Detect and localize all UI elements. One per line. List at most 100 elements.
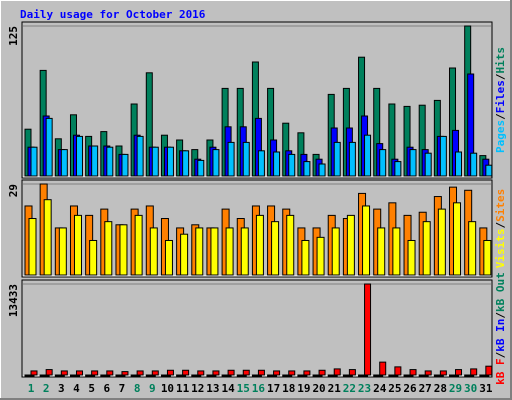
bar [182, 369, 190, 376]
bar [316, 236, 325, 276]
x-tick-label: 7 [119, 382, 126, 395]
y-tick-label: 13433 [7, 284, 20, 317]
panel-frame [21, 279, 493, 378]
bar [288, 370, 296, 376]
bar [303, 370, 311, 376]
bar [424, 152, 432, 177]
x-tick-label: 19 [297, 382, 310, 395]
bar [288, 153, 296, 177]
bar [212, 370, 220, 376]
bar [227, 369, 235, 376]
x-tick-label: 11 [176, 382, 190, 395]
bar [121, 371, 129, 376]
legend: Pages/Files/Hits [494, 47, 507, 153]
bar [45, 369, 53, 376]
y-tick-label: 29 [7, 184, 20, 197]
bar [75, 135, 83, 177]
bar [166, 146, 174, 177]
bar [242, 141, 250, 177]
bar [439, 370, 447, 376]
legend-entry: kB Out [494, 272, 507, 312]
bar [104, 221, 113, 276]
x-tick-label: 1 [28, 382, 35, 395]
bar [439, 135, 447, 177]
bar [75, 370, 83, 376]
x-tick-label: 14 [221, 382, 235, 395]
x-tick-label: 10 [161, 382, 174, 395]
bar [409, 149, 417, 177]
x-tick-label: 8 [134, 382, 141, 395]
bar [286, 214, 295, 276]
bar [422, 221, 431, 276]
bar [134, 214, 143, 276]
bar [468, 221, 477, 276]
bar [301, 239, 310, 276]
x-tick-label: 26 [403, 382, 417, 395]
bar [60, 149, 68, 177]
bar [121, 153, 129, 177]
bar [394, 366, 402, 376]
bar [212, 149, 220, 177]
bar [348, 369, 356, 376]
bar [407, 239, 416, 276]
bar [333, 368, 341, 376]
bar [149, 227, 158, 276]
bar [318, 369, 326, 376]
x-tick-label: 6 [103, 382, 110, 395]
bar [89, 239, 98, 276]
bar [60, 370, 68, 376]
x-tick-label: 28 [434, 382, 447, 395]
bar [364, 283, 372, 376]
x-tick-label: 16 [252, 382, 266, 395]
x-tick-label: 20 [312, 382, 325, 395]
legend: kB F/kB In/kB Out [494, 272, 507, 385]
x-tick-label: 12 [191, 382, 204, 395]
bar [151, 370, 159, 376]
bar [136, 370, 144, 376]
x-tick-label: 23 [358, 382, 371, 395]
bar [242, 369, 250, 376]
bar [437, 208, 446, 276]
chart-title: Daily usage for October 2016 [20, 8, 206, 21]
bar [379, 361, 387, 376]
bar [164, 239, 173, 276]
bar [424, 370, 432, 376]
x-tick-label: 31 [479, 382, 493, 395]
bar [180, 233, 189, 276]
bar [470, 368, 478, 376]
bar [271, 221, 280, 276]
bar [106, 370, 114, 376]
x-tick-label: 21 [328, 382, 342, 395]
bar [197, 159, 205, 177]
bar [331, 227, 340, 276]
bar [348, 141, 356, 177]
bar [346, 214, 355, 276]
bar [394, 161, 402, 177]
bar [409, 369, 417, 376]
legend-entry: kB F [494, 358, 507, 385]
bar [210, 227, 219, 276]
legend-separator: / [494, 351, 507, 358]
x-tick-label: 29 [449, 382, 462, 395]
bar [197, 370, 205, 376]
bar [45, 117, 53, 177]
x-tick-label: 30 [464, 382, 477, 395]
bar [364, 134, 372, 177]
legend-entry: Hits [494, 47, 507, 74]
bar [379, 149, 387, 177]
x-tick-label: 15 [237, 382, 250, 395]
bar [91, 370, 99, 376]
x-tick-label: 27 [419, 382, 432, 395]
bar [30, 146, 38, 177]
y-tick-label: 125 [7, 26, 20, 46]
bar [273, 370, 281, 376]
bar [362, 205, 371, 276]
legend: Visits/Sites [494, 189, 507, 269]
bar [43, 199, 52, 276]
legend-separator: / [494, 113, 507, 120]
x-tick-label: 2 [43, 382, 50, 395]
bar [255, 214, 264, 276]
bar [136, 135, 144, 177]
